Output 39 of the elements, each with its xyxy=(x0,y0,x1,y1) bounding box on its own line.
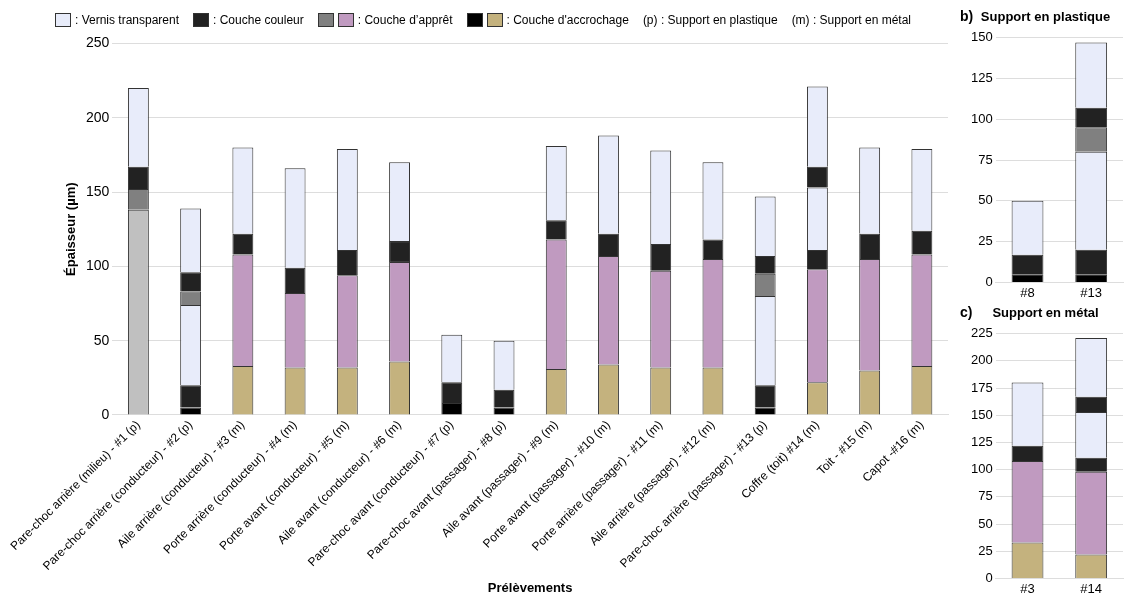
x-tick-label: #14 xyxy=(1080,580,1103,596)
legend-label: : Couche d’apprêt xyxy=(357,13,453,27)
chart-title: Support en métal xyxy=(992,305,1099,321)
legend-label: : Couche d'accrochage xyxy=(506,13,629,27)
y-tick-label: 50 xyxy=(978,515,993,531)
y-tick-label: 125 xyxy=(970,433,993,449)
y-tick-label: 125 xyxy=(970,69,993,85)
text: (m) : Support en métal xyxy=(791,13,912,27)
text: c) xyxy=(960,303,973,320)
text: (p) : Support en plastique xyxy=(642,13,778,27)
y-tick-label: 100 xyxy=(85,257,110,274)
y-tick-label: 150 xyxy=(970,406,993,422)
y-tick-label: 200 xyxy=(85,108,110,125)
x-tick-label: #13 xyxy=(1080,284,1103,300)
y-tick-label: 250 xyxy=(85,34,110,51)
x-tick-label: #8 xyxy=(1020,284,1035,300)
y-tick-label: 150 xyxy=(85,182,110,199)
y-tick-label: 25 xyxy=(978,542,993,558)
text: b) xyxy=(960,7,974,24)
y-tick-label: 0 xyxy=(101,405,110,422)
y-tick-label: 0 xyxy=(985,569,993,585)
legend-label: : Vernis transparent xyxy=(74,13,180,27)
y-tick-label: 225 xyxy=(970,325,993,341)
y-tick-label: 200 xyxy=(970,352,993,368)
x-axis-title: Prélèvements xyxy=(487,579,573,595)
y-tick-label: 50 xyxy=(93,331,110,348)
y-tick-label: 100 xyxy=(970,461,993,477)
y-axis-title: Épaisseur (µm) xyxy=(62,182,78,276)
y-tick-label: 75 xyxy=(978,488,993,504)
chart-title: Support en plastique xyxy=(980,9,1111,25)
y-tick-label: 150 xyxy=(970,29,993,45)
legend-label: : Couche couleur xyxy=(213,13,304,27)
y-tick-label: 50 xyxy=(978,192,993,208)
y-tick-label: 25 xyxy=(978,233,993,249)
y-tick-label: 0 xyxy=(985,273,993,289)
y-tick-label: 100 xyxy=(970,110,993,126)
y-tick-label: 175 xyxy=(970,379,993,395)
x-tick-label: #3 xyxy=(1020,580,1035,596)
y-tick-label: 75 xyxy=(978,151,993,167)
